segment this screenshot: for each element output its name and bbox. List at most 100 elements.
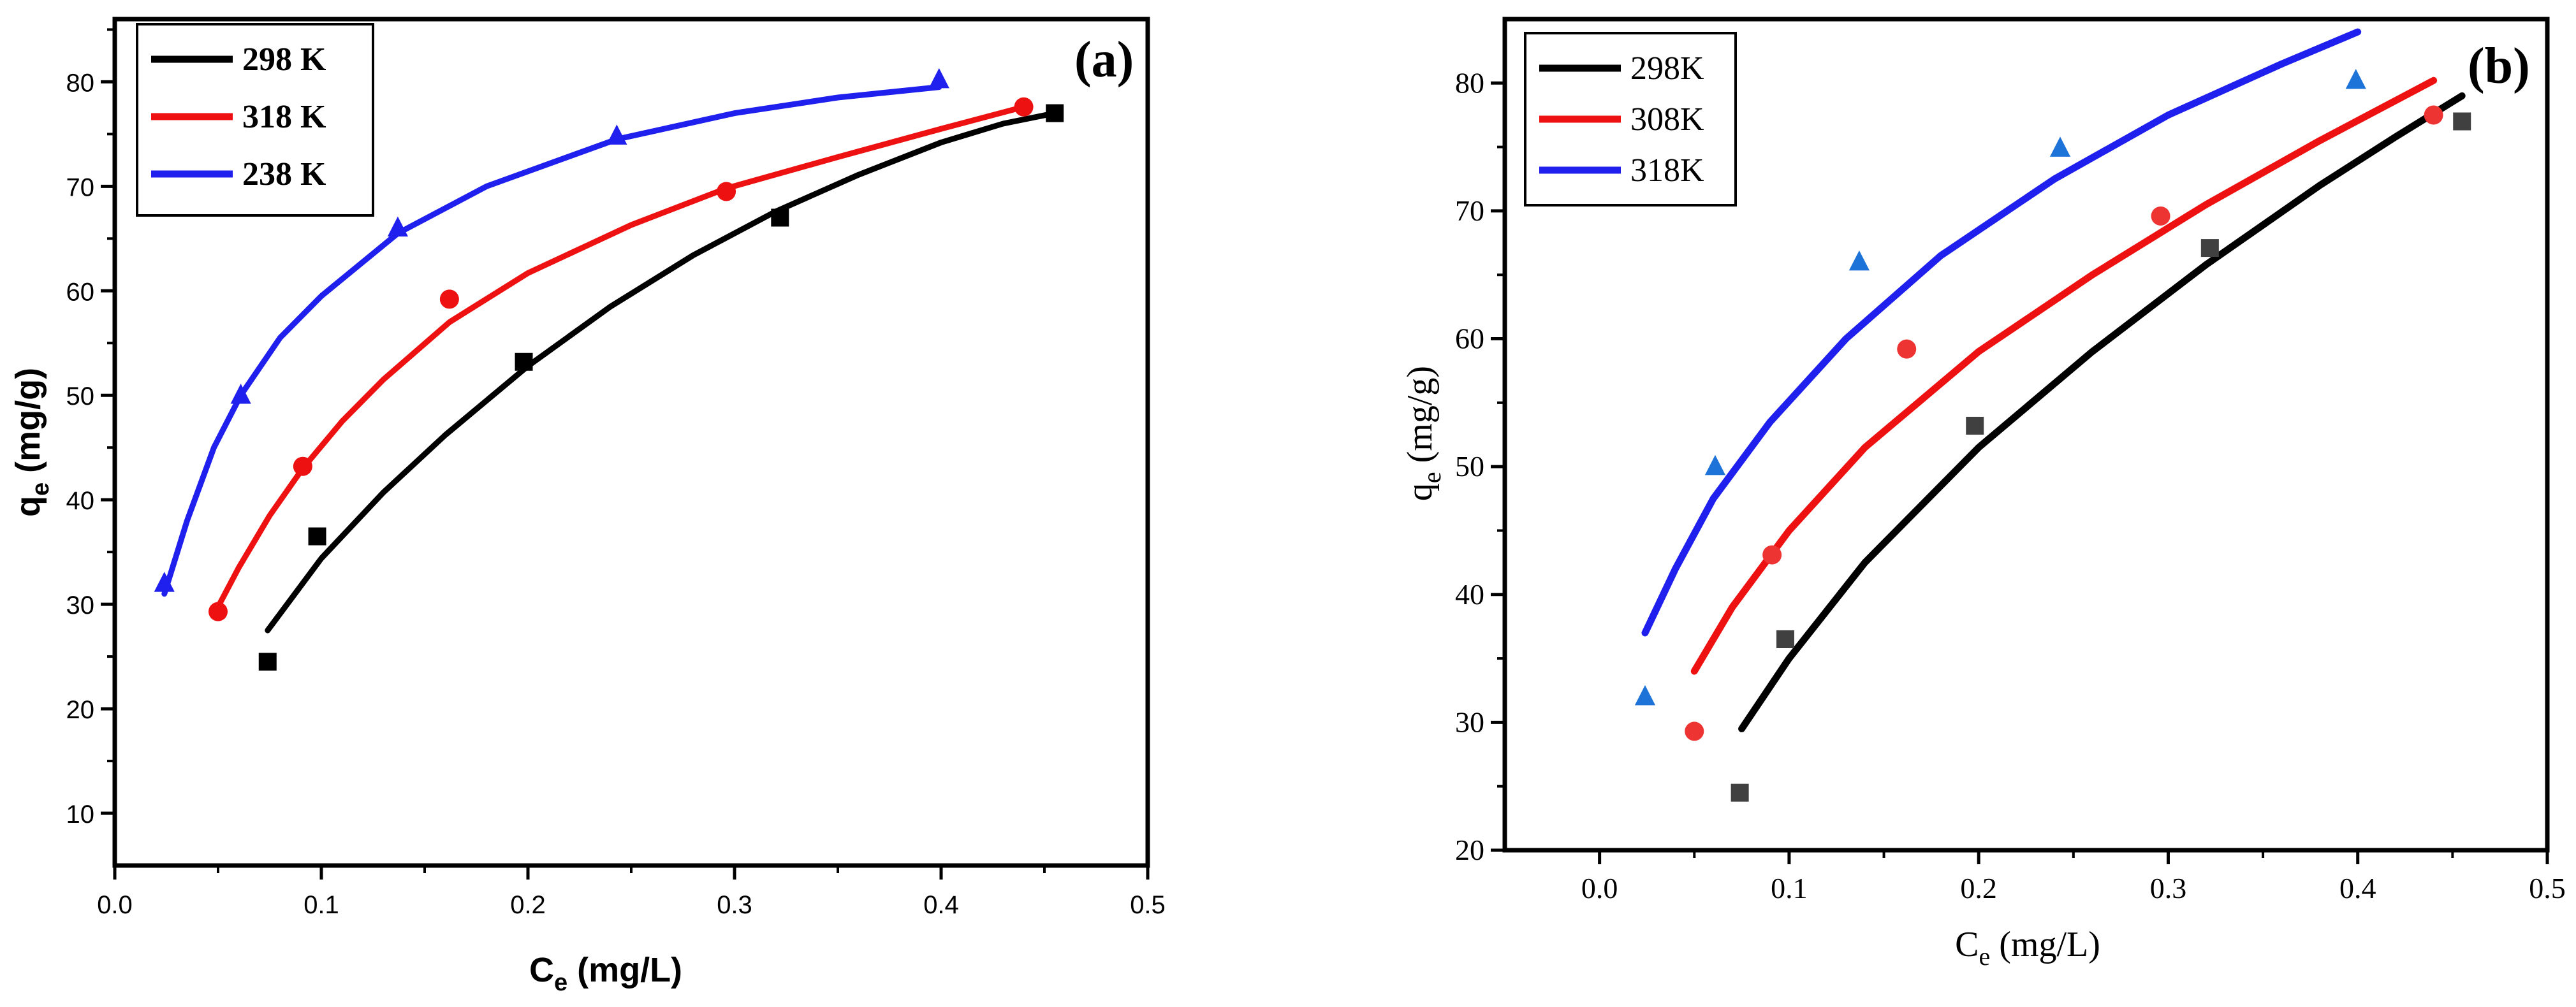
- y-axis-title-main: q: [1400, 483, 1440, 501]
- legend-label: 318 K: [242, 99, 326, 135]
- y-tick-label: 80: [1455, 66, 1484, 99]
- panel-label: (a): [1074, 32, 1134, 88]
- plot-frame: [1502, 17, 2550, 853]
- data-point-298k: [258, 653, 277, 671]
- x-tick-label: 0.2: [510, 891, 546, 919]
- x-tick-label: 0.3: [2150, 872, 2187, 904]
- x-tick-label: 0.0: [97, 891, 133, 919]
- legend: 298 K 318 K 238 K: [136, 23, 374, 217]
- data-point-318k: [439, 289, 459, 309]
- data-point-298k: [1046, 104, 1064, 122]
- y-tick-label: 60: [1455, 322, 1484, 355]
- data-point-318k: [1634, 685, 1656, 706]
- x-tick-label: 0.5: [1130, 891, 1166, 919]
- data-point-308k: [1685, 721, 1704, 741]
- y-axis-title-unit: (mg/g): [9, 368, 47, 482]
- y-axis-title-sub: e: [27, 482, 54, 496]
- data-point-298k: [2453, 112, 2471, 131]
- y-tick-label: 50: [66, 382, 95, 410]
- y-axis-title-unit: (mg/g): [1400, 366, 1440, 472]
- legend-label: 238 K: [242, 156, 326, 192]
- data-point-308k: [2424, 105, 2443, 125]
- x-tick-label: 0.4: [923, 891, 959, 919]
- fit-curve-318k: [211, 104, 1027, 618]
- legend-label: 308K: [1630, 101, 1704, 138]
- fit-curves: [1641, 28, 2466, 732]
- data-point-238k: [928, 68, 949, 89]
- y-tick-label: 80: [66, 69, 95, 97]
- y-tick-label: 30: [1455, 706, 1484, 738]
- x-axis-title-main: C: [1955, 925, 1979, 964]
- x-axis-title-sub: e: [1979, 942, 1990, 971]
- data-point-298k: [1731, 783, 1749, 802]
- y-tick-label: 30: [66, 591, 95, 619]
- data-point-298k: [771, 208, 789, 227]
- y-tick-label: 50: [1455, 450, 1484, 482]
- data-point-308k: [1897, 339, 1917, 359]
- data-point-318k: [293, 456, 312, 476]
- data-point-298k: [1776, 630, 1794, 648]
- fit-curve-298k: [1738, 92, 2466, 732]
- x-axis-title-sub: e: [554, 969, 567, 996]
- data-point-318k: [1704, 454, 1726, 475]
- fit-curve-298k: [265, 110, 1058, 634]
- y-tick-label: 20: [1455, 834, 1484, 866]
- x-tick-label: 0.2: [1960, 872, 1997, 904]
- data-point-318k: [717, 182, 736, 201]
- data-point-318k: [2345, 69, 2366, 89]
- y-tick-label: 60: [66, 278, 95, 306]
- data-point-318k: [2049, 136, 2071, 157]
- y-axis-title-main: q: [9, 496, 47, 517]
- chart-panel-b: 0.0 0.1 0.2 0.3 0.4 0.5 20 30 40 50 60 70 80 298K 308…: [1400, 17, 2566, 971]
- x-axis-title-main: C: [529, 951, 554, 989]
- axes: [101, 17, 1150, 880]
- x-tick-label: 0.5: [2529, 872, 2566, 904]
- fit-curve-318k: [1641, 28, 2362, 637]
- y-axis-title: qe (mg/g): [1400, 366, 1446, 501]
- data-point-318k: [1848, 250, 1870, 271]
- y-tick-label: 70: [66, 173, 95, 201]
- x-tick-label: 0.3: [717, 891, 752, 919]
- x-axis-title: Ce (mg/L): [1955, 925, 2100, 971]
- data-point-238k: [606, 124, 627, 145]
- x-tick-label: 0.1: [304, 891, 339, 919]
- y-axis-title: qe (mg/g): [9, 368, 54, 517]
- chart-panel-a: 0.0 0.1 0.2 0.3 0.4 0.5 10 20 30 40 50 60 70 80 298 K…: [9, 17, 1166, 996]
- fit-curve-308k: [1690, 76, 2438, 675]
- legend: 298K 308K 318K: [1524, 32, 1737, 206]
- fit-curves: [161, 84, 1058, 634]
- y-tick-label: 40: [66, 487, 95, 515]
- data-point-238k: [387, 216, 408, 237]
- legend-label: 318K: [1630, 152, 1704, 189]
- data-point-298k: [308, 527, 326, 546]
- x-tick-label: 0.4: [2339, 872, 2376, 904]
- x-tick-label: 0.0: [1581, 872, 1618, 904]
- panel-label: (b): [2468, 38, 2530, 94]
- y-tick-label: 70: [1455, 194, 1484, 227]
- fit-curve-238k: [161, 84, 942, 597]
- data-point-298k: [515, 352, 533, 371]
- data-point-298k: [2200, 239, 2219, 257]
- data-point-318k: [1014, 97, 1034, 117]
- data-point-238k: [230, 383, 251, 404]
- x-axis-title-unit: (mg/L): [1990, 925, 2100, 964]
- x-tick-label: 0.1: [1771, 872, 1808, 904]
- y-tick-label: 20: [66, 696, 95, 724]
- axes: [1491, 17, 2550, 864]
- x-axis-title: Ce (mg/L): [529, 951, 682, 996]
- y-tick-label: 10: [66, 801, 95, 829]
- data-point-298k: [1966, 416, 1984, 435]
- y-axis-title-sub: e: [1417, 472, 1446, 483]
- legend-label: 298 K: [242, 41, 326, 78]
- y-tick-label: 40: [1455, 578, 1484, 611]
- legend-label: 298K: [1630, 50, 1704, 87]
- data-point-318k: [209, 602, 228, 621]
- data-markers: [1634, 69, 2471, 802]
- data-point-238k: [154, 572, 175, 592]
- data-point-308k: [2151, 206, 2170, 226]
- data-point-308k: [1762, 545, 1782, 565]
- x-axis-title-unit: (mg/L): [567, 951, 682, 989]
- tick-labels: 0.0 0.1 0.2 0.3 0.4 0.5 20 30 40 50 60 70 80: [1455, 66, 2566, 904]
- tick-labels: 0.0 0.1 0.2 0.3 0.4 0.5 10 20 30 40 50 60 70 80: [66, 69, 1166, 919]
